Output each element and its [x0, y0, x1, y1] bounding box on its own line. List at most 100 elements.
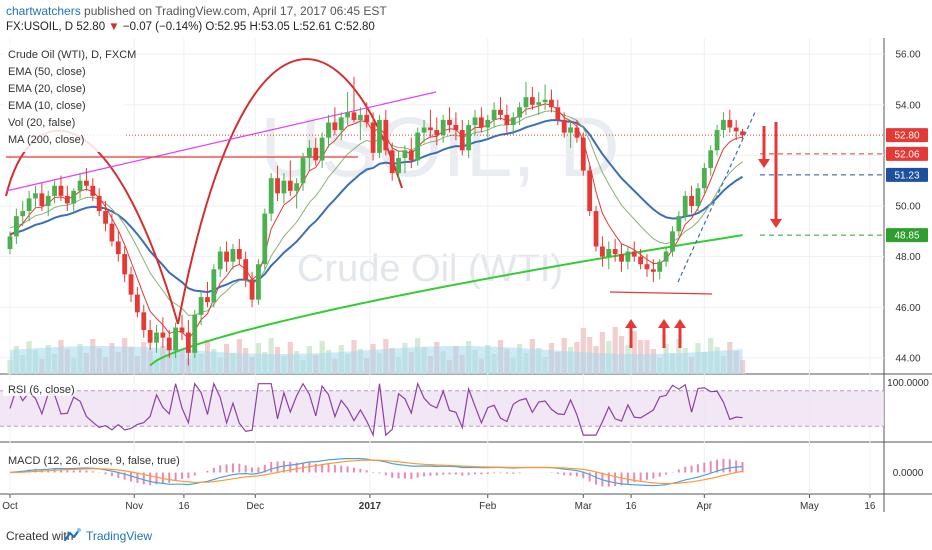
candle-body: [459, 130, 465, 151]
candle-body: [128, 274, 134, 295]
candle-body: [440, 119, 446, 136]
x-tick-label: Nov: [125, 501, 143, 512]
moving-averages: [9, 103, 744, 367]
candle-body: [300, 157, 306, 184]
candle-body: [396, 157, 401, 174]
x-tick-label: 16: [178, 501, 190, 512]
candle-body: [510, 117, 516, 125]
candle-body: [631, 251, 637, 257]
price-badge: [886, 167, 928, 182]
y-tick-label: 48.00: [895, 252, 920, 263]
candle-body: [600, 246, 605, 257]
legend-backdrop: [3, 44, 125, 152]
price-badge-label: 52.06: [894, 149, 919, 160]
candle-body: [90, 185, 96, 196]
down-arrow-icon: [770, 219, 782, 228]
legend-ma200[interactable]: MA (200, close): [8, 134, 84, 146]
candle-body: [115, 241, 121, 255]
candle-body: [555, 107, 561, 120]
candle-body: [676, 216, 682, 232]
candle-body: [243, 259, 249, 280]
candle-body: [64, 195, 70, 204]
candle-body: [542, 99, 548, 103]
candle-body: [682, 195, 688, 217]
candle-body: [402, 150, 408, 158]
indicator-legend: Crude Oil (WTI), D, FXCM EMA (50, close)…: [3, 44, 183, 467]
candle-body: [71, 190, 77, 204]
candle-body: [268, 178, 274, 214]
candle-body: [13, 216, 19, 237]
volume-bars: [7, 327, 746, 374]
legend-ema20[interactable]: EMA (20, close): [8, 83, 86, 95]
candle-body: [619, 254, 624, 262]
price-badge-label: 51.23: [894, 170, 919, 181]
candle-body: [364, 114, 370, 123]
candle-body: [529, 97, 535, 105]
y-tick-label: 46.00: [895, 303, 920, 314]
candle-body: [593, 211, 599, 247]
candle-body: [536, 102, 542, 105]
candle-body: [77, 180, 83, 191]
legend-title[interactable]: Crude Oil (WTI), D, FXCM: [8, 49, 136, 61]
candle-body: [173, 327, 179, 351]
candle-body: [714, 130, 720, 151]
candle-body: [721, 119, 726, 131]
candle-body: [587, 170, 593, 212]
rsi-line: [9, 381, 743, 438]
candle-body: [275, 178, 280, 194]
change-down-icon: ▼: [108, 21, 120, 33]
chart-header: chartwatchers published on TradingView.c…: [0, 0, 932, 38]
candle-body: [338, 117, 344, 131]
x-tick-label: 2017: [359, 501, 382, 512]
down-arrow-icon: [758, 159, 770, 168]
legend-macd[interactable]: MACD (12, 26, close, 9, false, true): [8, 455, 180, 467]
chart-area[interactable]: USOIL, D Crude Oil (WTI) 44.00 46.00 48.00…: [0, 38, 932, 522]
candle-body: [453, 125, 459, 131]
candle-body: [701, 168, 707, 189]
price-badge: [886, 228, 928, 243]
candle-body: [185, 332, 191, 353]
up-arrow-icon: [658, 319, 670, 328]
legend-ema50[interactable]: EMA (50, close): [8, 66, 86, 78]
legend-ema10[interactable]: EMA (10, close): [8, 100, 86, 112]
candle-body: [7, 236, 13, 250]
candle-body: [179, 327, 185, 333]
legend-volume[interactable]: Vol (20, false): [8, 117, 75, 129]
candle-body: [249, 279, 255, 300]
tradingview-brand[interactable]: TradingView: [86, 529, 153, 543]
y-tick-label: 44.00: [895, 353, 920, 364]
candle-body: [141, 312, 147, 331]
candle-body: [135, 294, 140, 313]
candle-body: [428, 127, 433, 131]
candle-body: [415, 132, 421, 161]
price-badge-label: 48.85: [894, 231, 919, 242]
candle-body: [345, 112, 351, 118]
candle-body: [39, 193, 45, 206]
candle-body: [491, 109, 497, 120]
candle-body: [740, 131, 745, 136]
candle-body: [383, 119, 389, 151]
candle-body: [45, 195, 51, 206]
legend-rsi[interactable]: RSI (6, close): [8, 384, 75, 396]
price-badge: [886, 128, 928, 143]
volume-ma-area: [10, 346, 743, 374]
ema50-line: [9, 119, 744, 294]
candle-body: [33, 193, 38, 199]
x-tick-label: Oct: [2, 501, 18, 512]
candle-body: [306, 147, 312, 158]
candle-body: [262, 213, 268, 265]
author-link[interactable]: chartwatchers: [6, 4, 81, 18]
candle-body: [421, 127, 427, 133]
x-tick-label: May: [800, 501, 819, 512]
candle-body: [58, 185, 64, 196]
symbol-name[interactable]: FX:USOIL, D: [6, 21, 74, 33]
candle-body: [230, 249, 236, 262]
candle-body: [96, 195, 102, 212]
watermark-name: Crude Oil (WTI): [297, 248, 563, 290]
tradingview-logo-icon[interactable]: [64, 527, 82, 543]
candle-body: [580, 137, 586, 171]
ma200-line: [149, 234, 743, 367]
candle-body: [294, 183, 300, 191]
price-badge-label: 52.80: [894, 131, 919, 142]
candle-body: [625, 251, 631, 262]
